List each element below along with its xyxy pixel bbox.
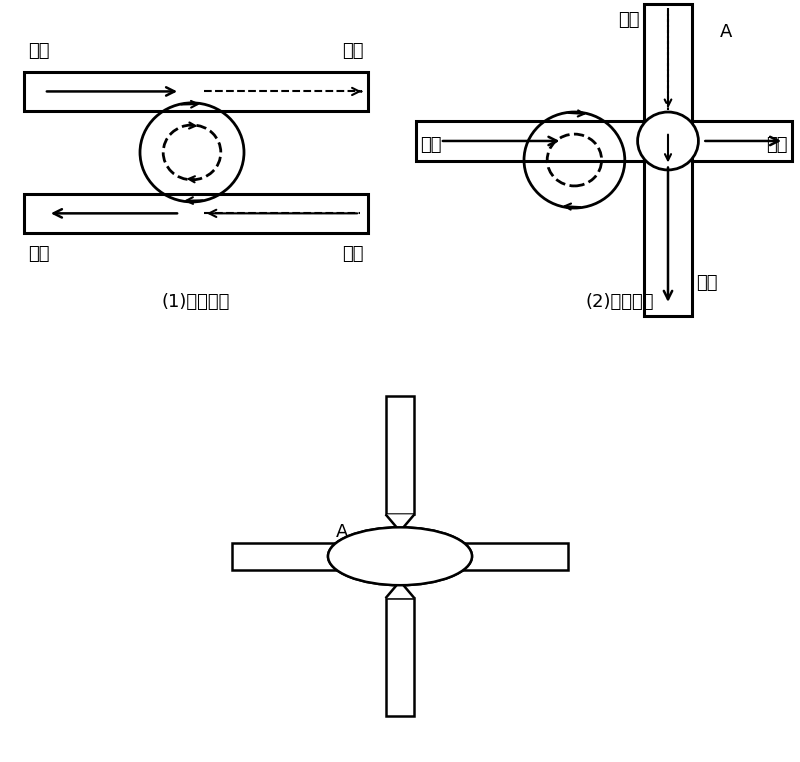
- Bar: [386, 598, 414, 716]
- Polygon shape: [340, 543, 356, 570]
- Bar: [644, 4, 692, 316]
- Text: 上载: 上载: [618, 11, 640, 30]
- Text: 下载: 下载: [28, 245, 50, 263]
- Text: (2)交叉结构: (2)交叉结构: [586, 293, 654, 312]
- Text: 输出: 输出: [766, 136, 788, 154]
- Text: 上载: 上载: [342, 245, 364, 263]
- Text: 下载: 下载: [696, 274, 718, 293]
- Polygon shape: [386, 583, 414, 598]
- Bar: [24, 194, 368, 233]
- Bar: [416, 121, 792, 161]
- Polygon shape: [444, 543, 460, 570]
- Text: A: A: [720, 23, 732, 41]
- Ellipse shape: [328, 527, 472, 585]
- Bar: [232, 543, 356, 570]
- Text: (1)平行结构: (1)平行结构: [162, 293, 230, 312]
- Ellipse shape: [328, 527, 472, 585]
- Text: 输入: 输入: [420, 136, 442, 154]
- Circle shape: [638, 112, 698, 170]
- Polygon shape: [386, 514, 414, 530]
- Bar: [444, 543, 568, 570]
- Bar: [24, 72, 368, 111]
- Text: A: A: [336, 523, 348, 541]
- Text: 输入: 输入: [28, 42, 50, 60]
- Text: 输出: 输出: [342, 42, 364, 60]
- Bar: [386, 396, 414, 514]
